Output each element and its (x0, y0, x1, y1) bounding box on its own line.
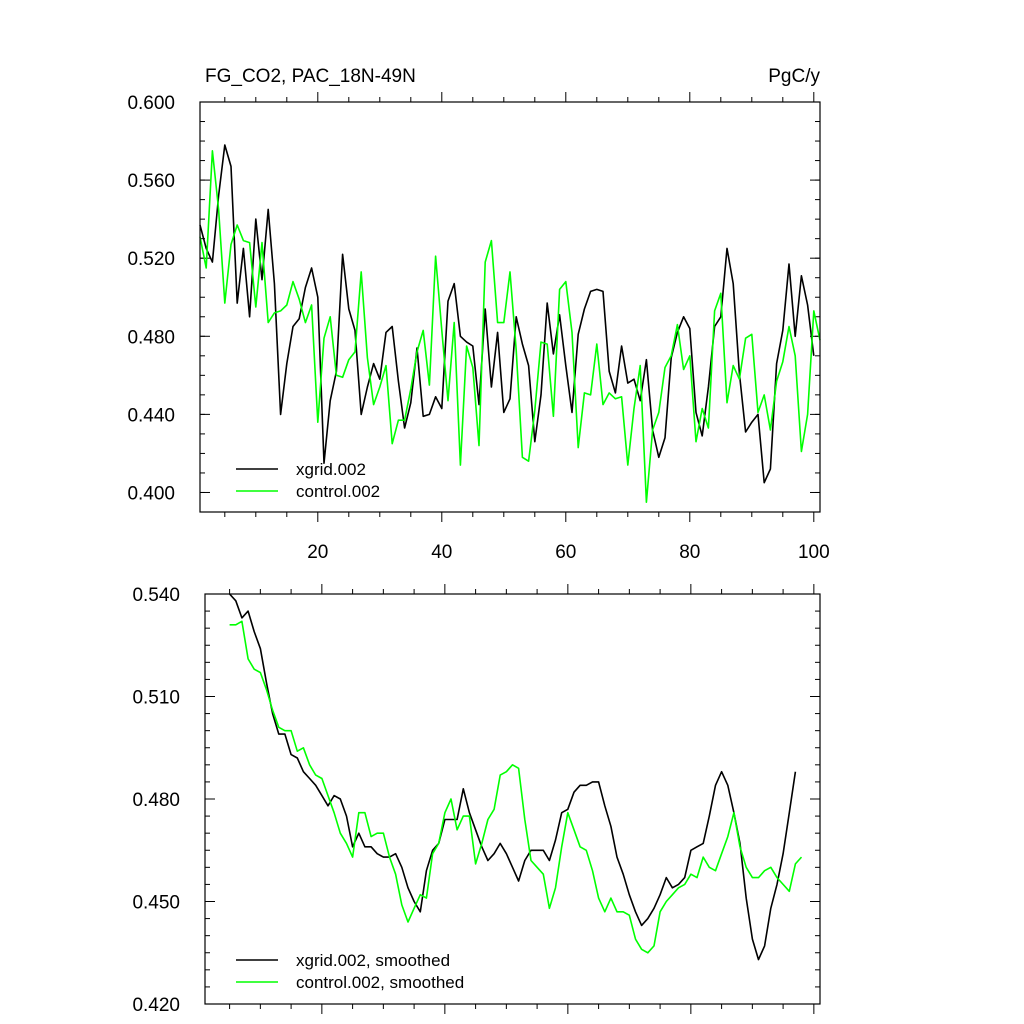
legend-label-xgrid: xgrid.002 (296, 460, 366, 479)
bottom-legend: xgrid.002, smoothed control.002, smoothe… (236, 951, 464, 992)
y-tick-label: 0.450 (132, 893, 180, 914)
chart-top: FG_CO2, PAC_18N-49N PgC/y 0.400 0.440 0.48… (127, 66, 829, 563)
y-tick-label: 0.480 (127, 327, 175, 348)
top-plot-frame (199, 101, 821, 513)
y-tick-label: 0.420 (132, 995, 180, 1016)
x-tick-label: 60 (555, 542, 576, 563)
y-tick-label: 0.400 (127, 483, 175, 504)
legend-label-xgrid-smoothed: xgrid.002, smoothed (296, 951, 450, 970)
legend-label-control: control.002 (296, 482, 380, 501)
y-tick-label: 0.560 (127, 171, 175, 192)
y-tick-label: 0.600 (127, 93, 175, 114)
y-tick-label: 0.510 (132, 688, 180, 709)
series-line-control-002 (199, 150, 821, 504)
top-axis-ticks: 0.400 0.440 0.480 0.520 0.560 0.600 20 40 60 80 10… (127, 92, 830, 563)
bottom-axis-ticks: 0.420 0.450 0.480 0.510 0.540 (132, 584, 820, 1016)
x-tick-label: 40 (431, 542, 452, 563)
x-tick-label: 80 (679, 542, 700, 563)
y-tick-label: 0.520 (127, 249, 175, 270)
x-tick-label: 20 (307, 542, 328, 563)
series-line-control-002-smoothed (229, 620, 803, 954)
y-tick-label: 0.480 (132, 790, 180, 811)
top-series-lines (199, 144, 821, 504)
y-tick-label: 0.540 (132, 585, 180, 606)
chart-bottom: 0.420 0.450 0.480 0.510 0.540 xgrid.002, smo… (132, 584, 821, 1016)
bottom-series-lines (229, 593, 803, 961)
series-line-xgrid-002-smoothed (229, 593, 797, 961)
units-label: PgC/y (768, 66, 820, 87)
x-tick-label: 100 (798, 542, 830, 563)
top-legend: xgrid.002 control.002 (236, 460, 380, 501)
bottom-plot-frame (204, 593, 821, 1005)
chart-title: FG_CO2, PAC_18N-49N (205, 66, 416, 87)
legend-label-control-smoothed: control.002, smoothed (296, 973, 464, 992)
y-tick-label: 0.440 (127, 405, 175, 426)
